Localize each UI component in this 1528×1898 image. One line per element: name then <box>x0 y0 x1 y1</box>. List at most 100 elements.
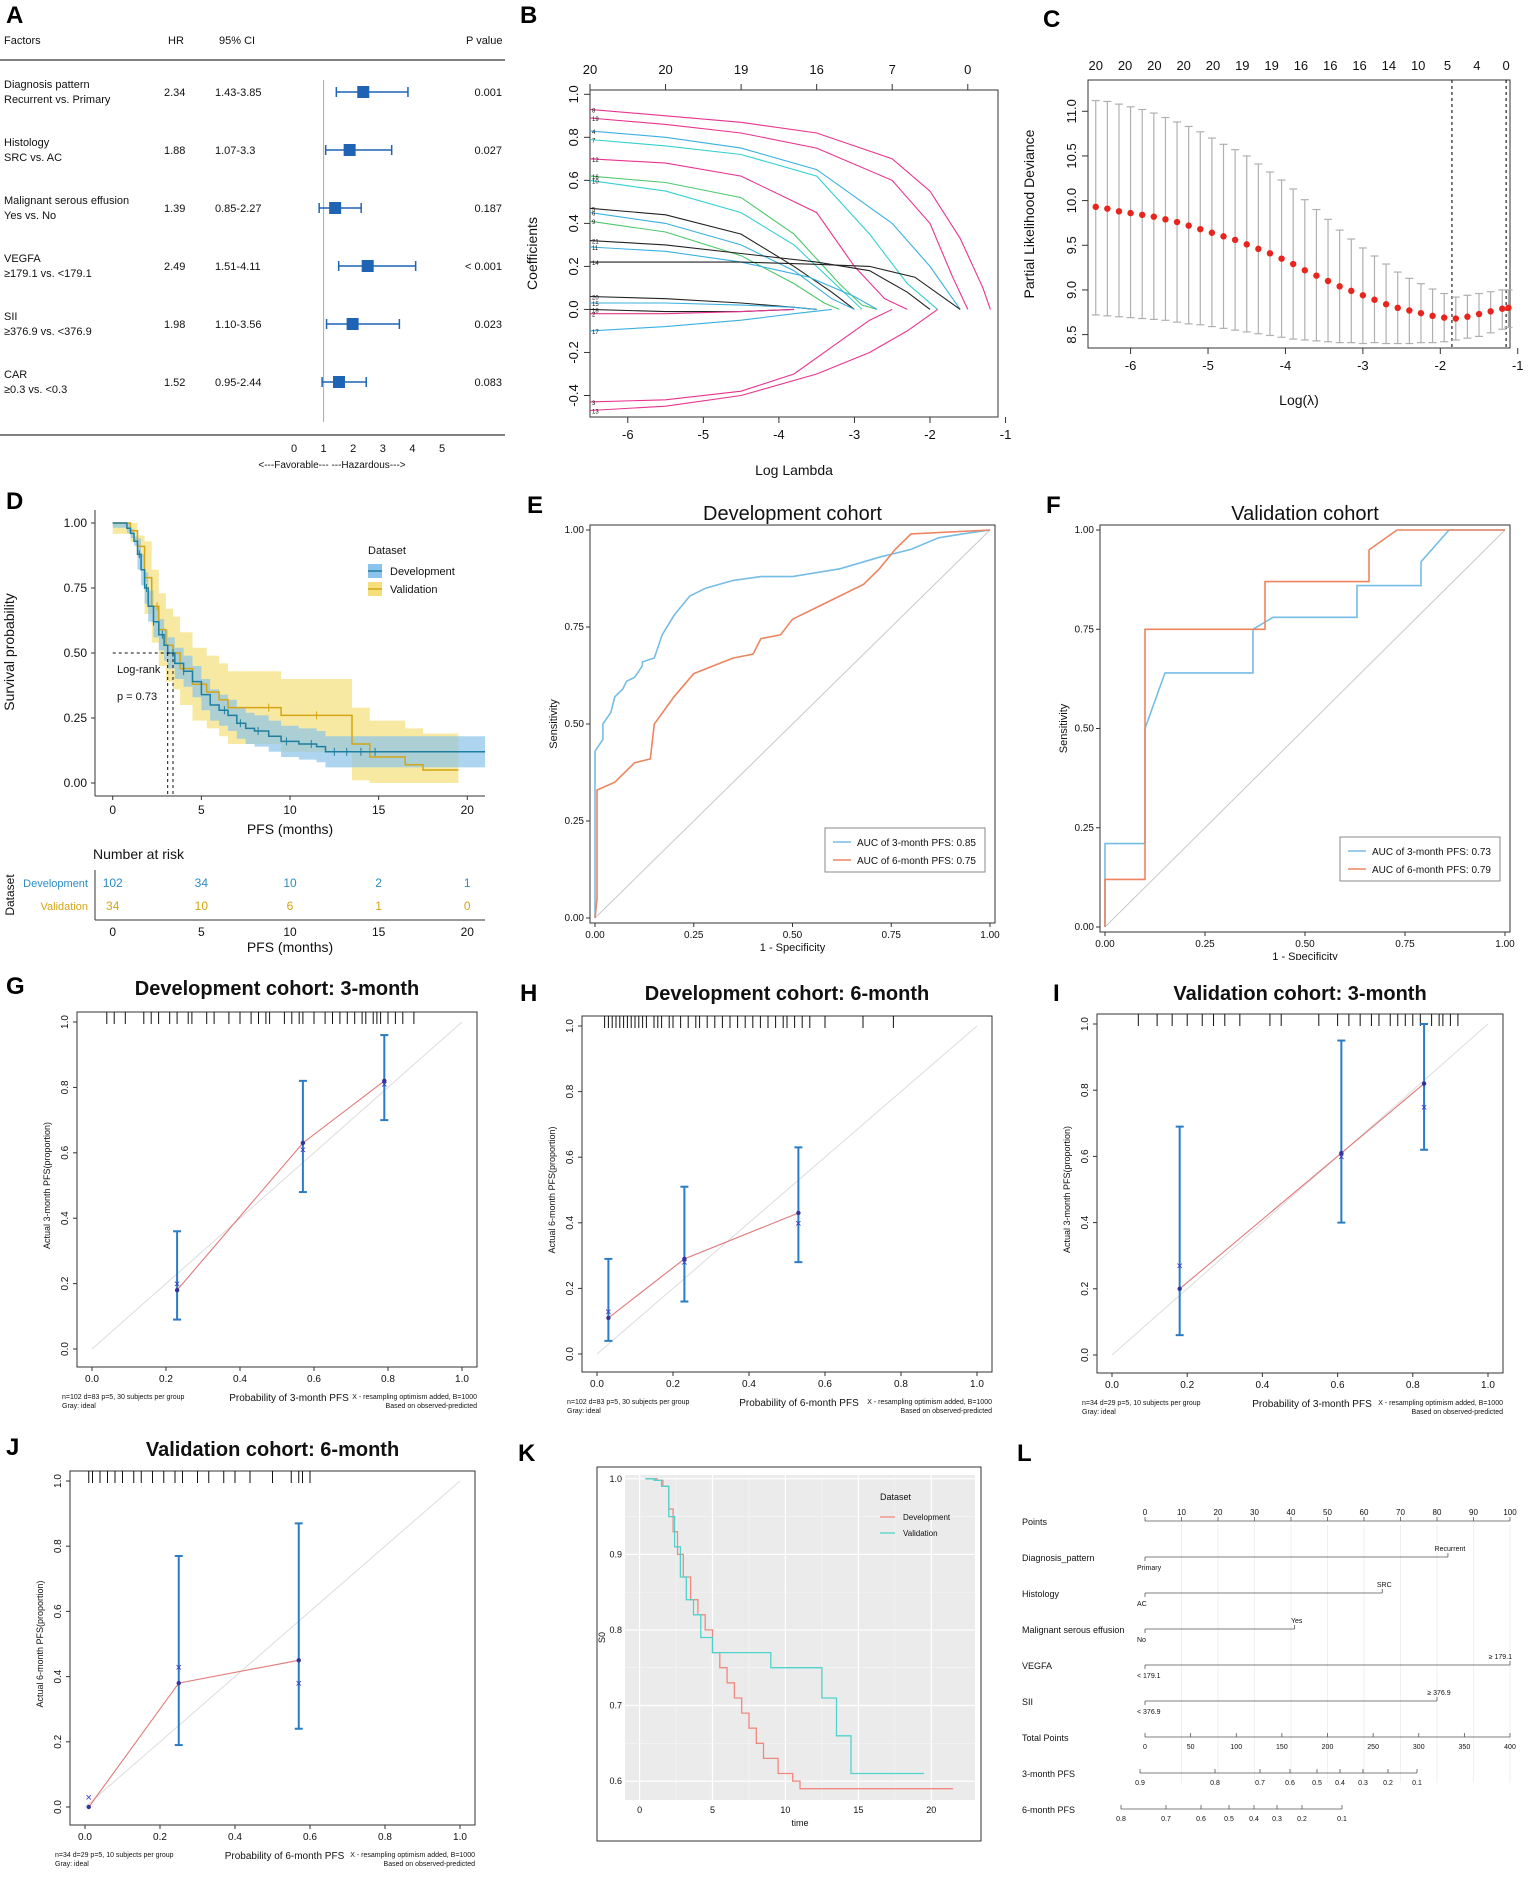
x-tick-label: 5 <box>439 443 445 455</box>
optimism-marker: × <box>1421 1102 1427 1114</box>
deviance-point <box>1406 307 1413 314</box>
footnote-right: X - resampling optimism added, B=1000 <box>350 1852 475 1859</box>
y-tick-label: 0.00 <box>64 776 88 790</box>
x-tick-label: 0.4 <box>742 1379 756 1390</box>
deviance-point <box>1255 245 1262 253</box>
panel-label-a: A <box>6 2 24 29</box>
hr-value: 1.98 <box>164 319 185 331</box>
factor-name: CAR <box>4 369 27 381</box>
validation-ci-band <box>112 523 459 783</box>
x-tick-label: 0.6 <box>307 1374 321 1385</box>
variable-index-label: 9 <box>592 220 596 226</box>
plot-frame <box>76 1011 478 1368</box>
development-ci-band <box>112 523 485 768</box>
ideal-line <box>1111 1023 1489 1356</box>
footnote-left: n=102 d=83 p=5, 30 subjects per group <box>62 1394 185 1401</box>
x-tick-label: 20 <box>926 1805 936 1815</box>
optimism-marker: × <box>86 1792 92 1804</box>
risk-count: 6 <box>287 899 294 913</box>
coefficient-path <box>589 308 893 403</box>
y-axis-title: Actual 6-month PFS(proportion) <box>547 1126 557 1253</box>
variable-index-label: 14 <box>592 261 599 267</box>
points-tick-label: 30 <box>1250 1508 1259 1517</box>
panel-label-d: D <box>6 488 24 515</box>
risk-count: 1 <box>464 876 471 890</box>
deviance-point <box>1452 315 1459 322</box>
p-value: 0.001 <box>474 87 502 99</box>
deviance-point <box>1505 304 1512 311</box>
top-tick-label: 5 <box>1444 58 1451 73</box>
header-factors: Factors <box>4 35 41 47</box>
variable-index-label: 17 <box>592 330 599 336</box>
direction-label: <---Favorable--- ---Hazardous---> <box>258 460 405 471</box>
legend-box <box>824 827 986 873</box>
panel-label-k: K <box>518 1440 536 1467</box>
pfs3-tick-label: 0.8 <box>1210 1780 1220 1787</box>
factor-comparison: SRC vs. AC <box>4 152 62 164</box>
top-tick-label: 20 <box>1206 58 1220 73</box>
observed-point <box>300 1140 306 1146</box>
roc-development: 0.00 0.25 0.50 0.75 1.00 0.00 0.25 0.50 0.75 1.00… <box>548 503 1000 954</box>
risk-count: 34 <box>106 899 120 913</box>
x-tick-label: -3 <box>1357 358 1369 373</box>
top-tick-label: 20 <box>1089 58 1103 73</box>
panel-label-f: F <box>1046 492 1061 519</box>
risk-count: 0 <box>464 899 471 913</box>
deviance-point <box>1150 213 1158 220</box>
coefficient-path <box>589 108 991 310</box>
legend-label: AUC of 6-month PFS: 0.75 <box>857 856 976 867</box>
deviance-point <box>1417 309 1425 317</box>
deviance-point <box>1162 216 1169 223</box>
hr-point <box>357 86 370 98</box>
y-tick-label: 0.0 <box>565 1347 576 1361</box>
observed-point <box>174 1287 180 1293</box>
x-tick-label: -1 <box>1000 427 1012 442</box>
variable-index-label: 6 <box>592 212 596 218</box>
row-label: VEGFA <box>1022 1661 1052 1671</box>
legend-label: Validation <box>390 584 438 596</box>
deviance-point <box>1336 283 1343 290</box>
legend-title: Dataset <box>368 545 406 557</box>
total-tick-label: 400 <box>1504 1744 1516 1751</box>
y-tick-label: 10.5 <box>1064 143 1079 168</box>
y-axis-title: Partial Likelihood Deviance <box>1021 129 1037 298</box>
panel-label-h: H <box>520 980 538 1007</box>
observed-point <box>796 1210 801 1216</box>
variable-index-label: 13 <box>592 410 599 416</box>
x-tick-label: 0.6 <box>818 1379 832 1390</box>
calibration-line <box>88 1659 299 1808</box>
coefficient-path <box>589 207 855 310</box>
risk-x-tick-label: 20 <box>461 925 475 939</box>
calibration-dev-6m: × × × 0.0 0.2 0.4 0.6 0.8 1.0 0.0 0.2 0.4 0.6 0.8 1.0 D… <box>547 983 993 1415</box>
pfs3-tick-label: 0.6 <box>1285 1780 1295 1787</box>
ci-value: 0.85-2.27 <box>215 203 261 215</box>
deviance-point <box>1324 277 1332 285</box>
factor-name: Malignant serous effusion <box>4 195 129 207</box>
y-tick-label: 0.6 <box>565 1150 576 1164</box>
y-tick-label: 0.4 <box>565 1215 576 1229</box>
y-tick-label: 0.6 <box>53 1604 64 1618</box>
hr-value: 1.52 <box>164 377 185 389</box>
pfs3-tick-label: 0.1 <box>1412 1780 1422 1787</box>
optimism-marker: × <box>381 1079 387 1091</box>
x-tick-label: 0.2 <box>159 1374 173 1385</box>
deviance-point <box>1139 211 1146 219</box>
validation-curve <box>112 522 459 771</box>
footnote-right: Based on observed-predicted <box>384 1861 476 1868</box>
points-tick-label: 60 <box>1360 1508 1369 1517</box>
chart-title: Validation cohort <box>1231 503 1379 525</box>
x-tick-label: 15 <box>853 1805 863 1815</box>
pfs3-tick-label: 0.7 <box>1255 1780 1265 1787</box>
x-axis-title: Log(λ) <box>1279 392 1319 408</box>
top-tick-label: 16 <box>1294 58 1308 73</box>
plot-frame <box>589 89 999 418</box>
x-tick-label: 0.2 <box>153 1832 167 1843</box>
y-tick-label: 0.25 <box>565 816 585 827</box>
panel-label-e: E <box>527 492 544 519</box>
y-tick-label: 8.5 <box>1064 326 1079 344</box>
observed-point <box>86 1804 91 1810</box>
top-tick-label: 16 <box>1323 58 1337 73</box>
footnote-gray: Gray: ideal <box>1082 1409 1116 1416</box>
risk-row-label: Validation <box>41 901 89 913</box>
x-tick-label: 0.4 <box>233 1374 247 1385</box>
